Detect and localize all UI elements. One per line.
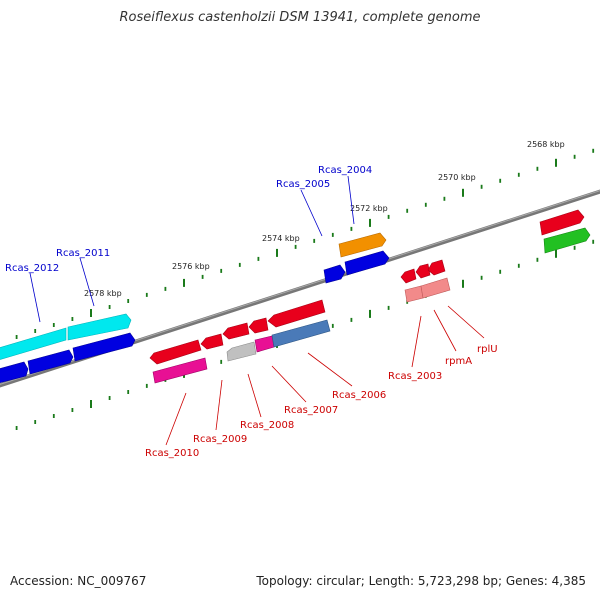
leader-line — [347, 175, 355, 225]
gene-arrow[interactable] — [404, 285, 424, 303]
gene-label-rcas-2004[interactable]: Rcas_2004 — [318, 165, 372, 176]
gene-arrow[interactable] — [67, 313, 132, 341]
gene-arrow[interactable] — [226, 341, 257, 362]
gene-label-rcas-2011[interactable]: Rcas_2011 — [56, 248, 110, 259]
gene-arrow[interactable] — [152, 357, 208, 384]
gene-label-rplu[interactable]: rplU — [477, 344, 498, 355]
leader-line — [215, 379, 223, 431]
leader-line — [411, 315, 422, 368]
map-title: Roseiflexus castenholzii DSM 13941, comp… — [119, 10, 481, 25]
topology-label: Topology: circular; Length: 5,723,298 bp… — [256, 574, 586, 588]
leader-line — [165, 392, 187, 446]
leader-line — [271, 365, 307, 403]
gene-arrow[interactable] — [415, 263, 431, 279]
gene-arrow[interactable] — [27, 349, 74, 375]
gene-label-rcas-2012[interactable]: Rcas_2012 — [5, 263, 59, 274]
gene-arrow[interactable] — [149, 339, 202, 365]
gene-arrow[interactable] — [344, 250, 390, 276]
gene-arrow[interactable] — [248, 317, 269, 334]
scale-label-2570: 2570 kbp — [438, 173, 476, 182]
gene-arrow[interactable] — [271, 319, 331, 348]
gene-track-forward — [0, 209, 591, 384]
gene-arrow[interactable] — [222, 322, 250, 340]
gene-arrow[interactable] — [254, 335, 275, 353]
leader-line — [79, 257, 95, 307]
gene-arrow[interactable] — [267, 299, 326, 328]
scale-label-2574: 2574 kbp — [262, 234, 300, 243]
gene-label-rpma[interactable]: rpmA — [445, 356, 472, 367]
gene-arrow[interactable] — [200, 333, 224, 350]
scale-label-2572: 2572 kbp — [350, 204, 388, 213]
gene-arrow[interactable] — [0, 361, 29, 384]
gene-arrow[interactable] — [0, 327, 67, 361]
gene-label-rcas-2008[interactable]: Rcas_2008 — [240, 420, 294, 431]
leader-line — [29, 272, 41, 323]
leader-line — [433, 309, 457, 352]
gene-arrow[interactable] — [338, 232, 387, 258]
tick-track-top — [15, 148, 595, 339]
leader-line — [247, 373, 262, 418]
gene-arrow[interactable] — [420, 277, 451, 299]
accession-label: Accession: NC_009767 — [10, 574, 147, 588]
gene-label-rcas-2005[interactable]: Rcas_2005 — [276, 179, 330, 190]
gene-label-rcas-2010[interactable]: Rcas_2010 — [145, 448, 199, 459]
leader-line — [300, 189, 323, 237]
gene-label-rcas-2006[interactable]: Rcas_2006 — [332, 390, 386, 401]
leader-line — [447, 305, 485, 339]
gene-label-rcas-2003[interactable]: Rcas_2003 — [388, 371, 442, 382]
leader-line — [307, 352, 353, 387]
scale-label-2568: 2568 kbp — [527, 140, 565, 149]
gene-track-reverse — [149, 259, 451, 384]
gene-arrow[interactable] — [543, 227, 591, 254]
gene-arrow[interactable] — [400, 268, 417, 284]
scale-label-2578: 2578 kbp — [84, 289, 122, 298]
gene-label-rcas-2007[interactable]: Rcas_2007 — [284, 405, 338, 416]
gene-arrow[interactable] — [72, 332, 136, 362]
scale-label-2576: 2576 kbp — [172, 262, 210, 271]
gene-arrow[interactable] — [427, 259, 446, 276]
gene-arrow[interactable] — [323, 264, 346, 284]
gene-arrow[interactable] — [539, 209, 585, 236]
gene-label-rcas-2009[interactable]: Rcas_2009 — [193, 434, 247, 445]
